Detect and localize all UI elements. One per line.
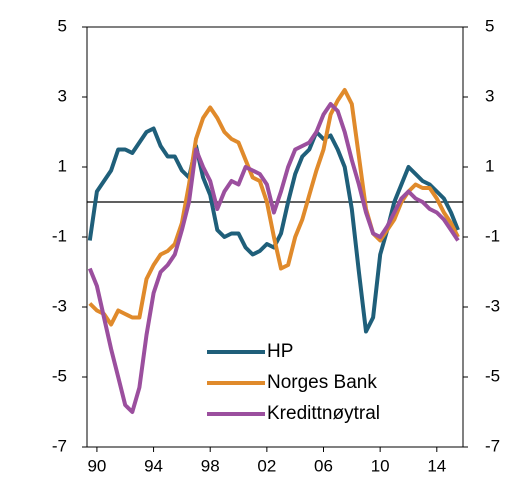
x-tick-label: 98 [201, 456, 220, 475]
legend-label: Norges Bank [267, 372, 377, 393]
y2-tick-label: -5 [485, 366, 500, 385]
x-tick-label: 06 [314, 456, 333, 475]
y2-tick-label: -3 [485, 296, 500, 315]
y-tick-label: -7 [52, 436, 67, 455]
y-tick-label: 1 [58, 156, 67, 175]
y-tick-label: 5 [58, 16, 67, 35]
y-tick-label: -3 [52, 296, 67, 315]
y2-tick-label: -1 [485, 226, 500, 245]
series-line [87, 102, 460, 414]
series-line [88, 88, 460, 327]
y2-tick-label: 5 [485, 16, 494, 35]
y-tick-label: -1 [52, 226, 67, 245]
y-tick-label: 3 [58, 86, 67, 105]
x-tick-label: 02 [257, 456, 276, 475]
legend-label: Kredittnøytral [267, 403, 380, 424]
x-tick-label: 10 [371, 456, 390, 475]
y2-tick-label: -7 [485, 436, 500, 455]
x-tick-label: 94 [144, 456, 163, 475]
x-tick-label: 90 [87, 456, 106, 475]
series-line [87, 126, 460, 334]
legend-label: HP [267, 341, 293, 362]
y2-tick-label: 1 [485, 156, 494, 175]
x-tick-label: 14 [427, 456, 446, 475]
y2-tick-label: 3 [485, 86, 494, 105]
y-tick-label: -5 [52, 366, 67, 385]
